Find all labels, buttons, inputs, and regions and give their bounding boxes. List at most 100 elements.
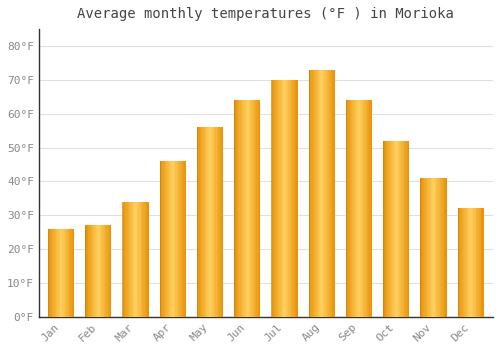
Bar: [66, 229, 68, 317]
Bar: [48, 229, 49, 317]
Bar: [214, 127, 216, 317]
Bar: [391, 141, 392, 317]
Bar: [366, 100, 367, 317]
Bar: [287, 80, 288, 317]
Bar: [237, 100, 238, 317]
Bar: [327, 70, 328, 317]
Bar: [200, 127, 201, 317]
Bar: [284, 80, 286, 317]
Bar: [168, 161, 169, 317]
Bar: [101, 225, 102, 317]
Bar: [165, 161, 166, 317]
Bar: [432, 178, 434, 317]
Bar: [144, 202, 146, 317]
Bar: [54, 229, 56, 317]
Bar: [481, 209, 482, 317]
Bar: [160, 161, 161, 317]
Bar: [109, 225, 110, 317]
Bar: [169, 161, 170, 317]
Bar: [390, 141, 391, 317]
Bar: [420, 178, 422, 317]
Bar: [125, 202, 126, 317]
Bar: [212, 127, 214, 317]
Bar: [177, 161, 178, 317]
Bar: [398, 141, 399, 317]
Bar: [252, 100, 254, 317]
Bar: [470, 209, 472, 317]
Bar: [164, 161, 165, 317]
Bar: [65, 229, 66, 317]
Bar: [146, 202, 148, 317]
Bar: [363, 100, 364, 317]
Bar: [240, 100, 241, 317]
Bar: [218, 127, 219, 317]
Bar: [90, 225, 92, 317]
Bar: [292, 80, 294, 317]
Bar: [423, 178, 424, 317]
Bar: [312, 70, 314, 317]
Bar: [326, 70, 327, 317]
Bar: [98, 225, 100, 317]
Bar: [310, 70, 312, 317]
Bar: [288, 80, 290, 317]
Bar: [291, 80, 292, 317]
Bar: [250, 100, 251, 317]
Bar: [328, 70, 330, 317]
Bar: [459, 209, 460, 317]
Bar: [367, 100, 368, 317]
Bar: [384, 141, 386, 317]
Bar: [206, 127, 208, 317]
Bar: [182, 161, 184, 317]
Bar: [330, 70, 331, 317]
Bar: [467, 209, 468, 317]
Bar: [126, 202, 128, 317]
Bar: [222, 127, 223, 317]
Bar: [68, 229, 69, 317]
Bar: [162, 161, 164, 317]
Bar: [442, 178, 444, 317]
Bar: [69, 229, 70, 317]
Bar: [468, 209, 469, 317]
Bar: [198, 127, 200, 317]
Bar: [93, 225, 94, 317]
Bar: [318, 70, 319, 317]
Bar: [129, 202, 130, 317]
Bar: [174, 161, 176, 317]
Bar: [462, 209, 463, 317]
Bar: [92, 225, 93, 317]
Bar: [210, 127, 212, 317]
Bar: [444, 178, 445, 317]
Bar: [466, 209, 467, 317]
Bar: [176, 161, 177, 317]
Bar: [197, 127, 198, 317]
Bar: [395, 141, 396, 317]
Bar: [403, 141, 404, 317]
Bar: [424, 178, 426, 317]
Bar: [308, 70, 310, 317]
Bar: [295, 80, 296, 317]
Bar: [142, 202, 144, 317]
Bar: [440, 178, 442, 317]
Bar: [70, 229, 72, 317]
Bar: [408, 141, 410, 317]
Bar: [94, 225, 96, 317]
Bar: [458, 209, 459, 317]
Bar: [316, 70, 318, 317]
Bar: [435, 178, 436, 317]
Bar: [170, 161, 172, 317]
Bar: [476, 209, 477, 317]
Bar: [282, 80, 283, 317]
Bar: [438, 178, 440, 317]
Bar: [352, 100, 354, 317]
Title: Average monthly temperatures (°F ) in Morioka: Average monthly temperatures (°F ) in Mo…: [78, 7, 454, 21]
Bar: [97, 225, 98, 317]
Bar: [273, 80, 274, 317]
Bar: [58, 229, 60, 317]
Bar: [324, 70, 326, 317]
Bar: [430, 178, 431, 317]
Bar: [219, 127, 220, 317]
Bar: [323, 70, 324, 317]
Bar: [392, 141, 394, 317]
Bar: [138, 202, 140, 317]
Bar: [122, 202, 124, 317]
